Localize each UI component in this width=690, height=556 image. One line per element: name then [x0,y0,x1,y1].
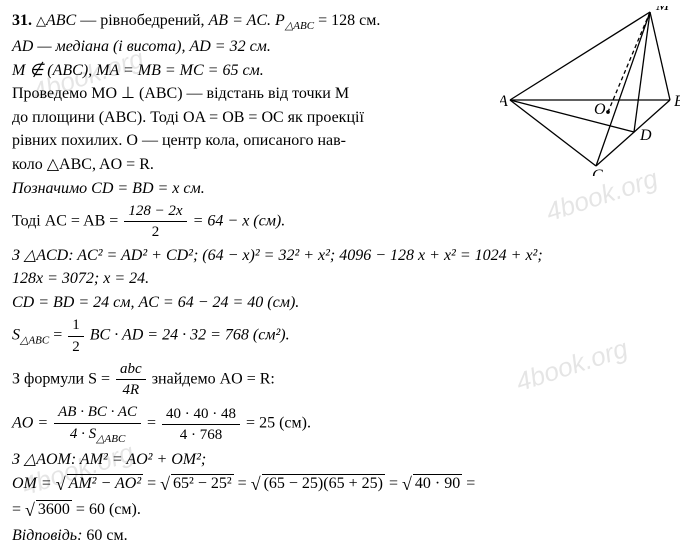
fraction: 1 2 [68,315,84,357]
line-11: 128x = 3072; x = 24. [12,268,678,290]
svg-text:B: B [674,93,680,110]
answer-line: Відповідь: 60 см. [12,525,678,547]
line-17: OM = √AM² − AO² = √65² − 25² = √(65 − 25… [12,472,678,496]
line-15: AO = AB · BC · AC 4 · S△ABC = 40 · 40 · … [12,402,678,446]
line-14: З формули S = abc 4R знайдемо AO = R: [12,359,678,401]
svg-text:C: C [592,167,603,176]
line-16: З △AOM: AM² = AO² + OM²; [12,449,678,471]
fraction: 40 · 40 · 48 4 · 768 [162,404,240,446]
fraction: abc 4R [116,359,146,401]
line-2: AD — медіана (і висота), AD = 32 см. [12,36,492,58]
line-13: S△ABC = 1 2 BC · AD = 24 · 32 = 768 (см²… [12,315,678,357]
fraction: AB · BC · AC 4 · S△ABC [54,402,141,446]
line-9: Тоді AC = AB = 128 − 2x 2 = 64 − x (см). [12,201,678,243]
svg-text:M: M [655,6,671,14]
line-8: Позначимо CD = BD = x см. [12,178,678,200]
line-18: = √3600 = 60 (см). [12,498,678,522]
svg-text:A: A [500,93,508,110]
svg-text:D: D [639,127,652,144]
svg-text:O: O [594,101,606,118]
line-6: рівних похилих. O — центр кола, описаног… [12,130,492,152]
line-1: 31. △ABC — рівнобедрений, AB = AC. P△ABC… [12,10,492,34]
line-12: CD = BD = 24 см, AC = 64 − 24 = 40 (см). [12,292,678,314]
answer-label: Відповідь: [12,527,82,544]
line-5: до площини (ABC). Тоді OA = OB = OC як п… [12,107,492,129]
line-4: Проведемо MO ⊥ (ABC) — відстань від точк… [12,83,492,105]
line-3: M ∉ (ABC), MA = MB = MC = 65 см. [12,60,492,82]
answer-value: 60 см. [82,527,127,544]
line-10: З △ACD: AC² = AD² + CD²; (64 − x)² = 32²… [12,245,678,267]
problem-number: 31. [12,12,32,29]
fraction: 128 − 2x 2 [124,201,186,243]
geometry-diagram: M A B C D O [500,6,680,176]
